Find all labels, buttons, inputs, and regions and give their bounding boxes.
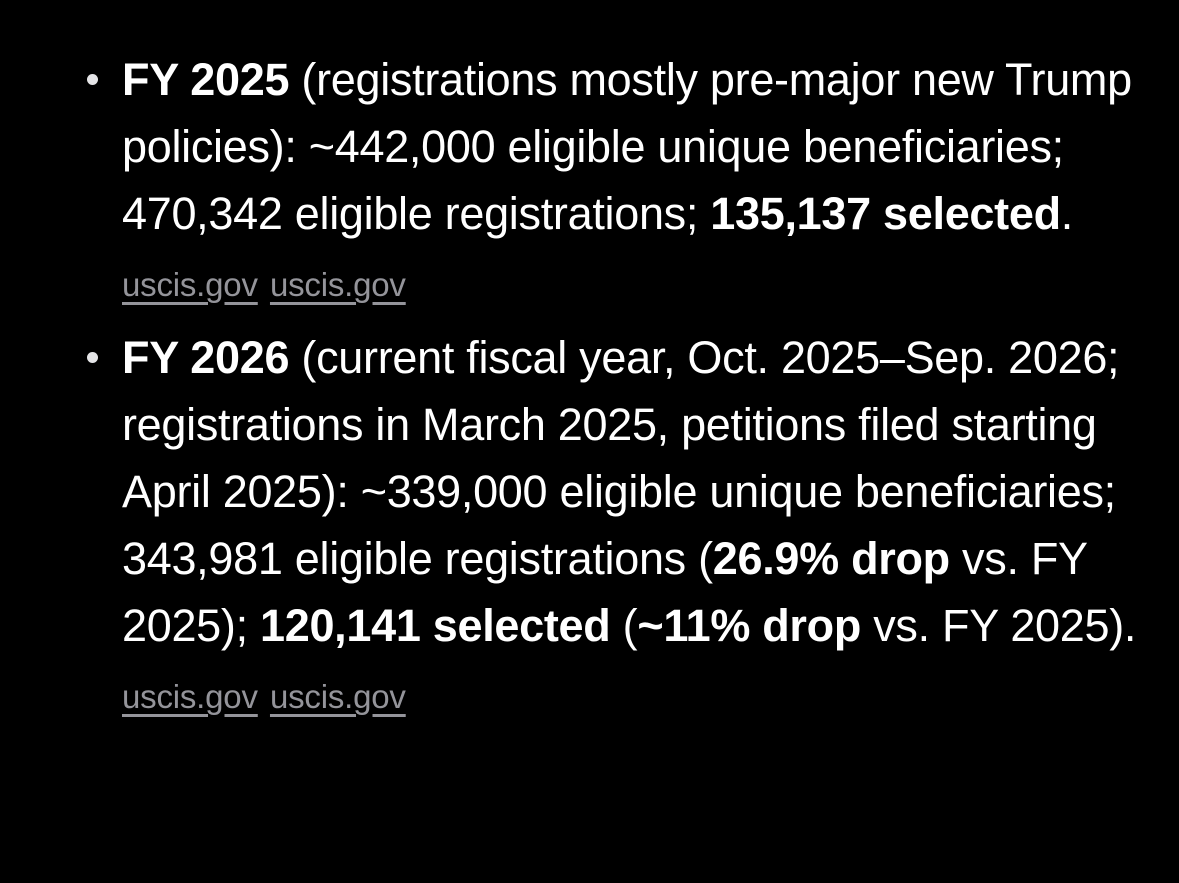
fy2025-paragraph: FY 2025 (registrations mostly pre-major … [122, 46, 1153, 318]
fy2026-label: FY 2026 [122, 332, 290, 383]
fy2026-registrations-drop: 26.9% drop [712, 533, 950, 584]
citation-link-uscis-1[interactable]: uscis.gov [122, 266, 258, 303]
bullet-dot [87, 352, 98, 363]
fy2026-selected-drop: ~11% drop [637, 600, 862, 651]
fy2025-text-1: (registrations mostly pre-major new Trum… [122, 54, 1132, 239]
fy2025-text-2: . [1060, 188, 1074, 239]
bullet-list: FY 2025 (registrations mostly pre-major … [87, 46, 1153, 730]
fy2025-label: FY 2025 [122, 54, 290, 105]
fy2026-text-1: (current fiscal year, Oct. 2025–Sep. 202… [122, 332, 1120, 584]
fy2026-text-3: ( [610, 600, 638, 651]
citation-link-uscis-2[interactable]: uscis.gov [269, 266, 406, 303]
fy2026-text-2: vs. FY 2025); [122, 533, 1087, 651]
fy2026-text-4: vs. FY 2025). [861, 600, 1137, 651]
citation-link-uscis-3[interactable]: uscis.gov [122, 678, 258, 715]
list-item-fy2026: FY 2026 (current fiscal year, Oct. 2025–… [87, 324, 1153, 730]
fy2026-selected-count: 120,141 selected [260, 600, 611, 651]
fy2026-paragraph: FY 2026 (current fiscal year, Oct. 2025–… [122, 324, 1153, 730]
bullet-dot [87, 74, 98, 85]
fy2025-selected-count: 135,137 selected [710, 188, 1061, 239]
citation-link-uscis-4[interactable]: uscis.gov [269, 678, 406, 715]
list-item-fy2025: FY 2025 (registrations mostly pre-major … [87, 46, 1153, 318]
